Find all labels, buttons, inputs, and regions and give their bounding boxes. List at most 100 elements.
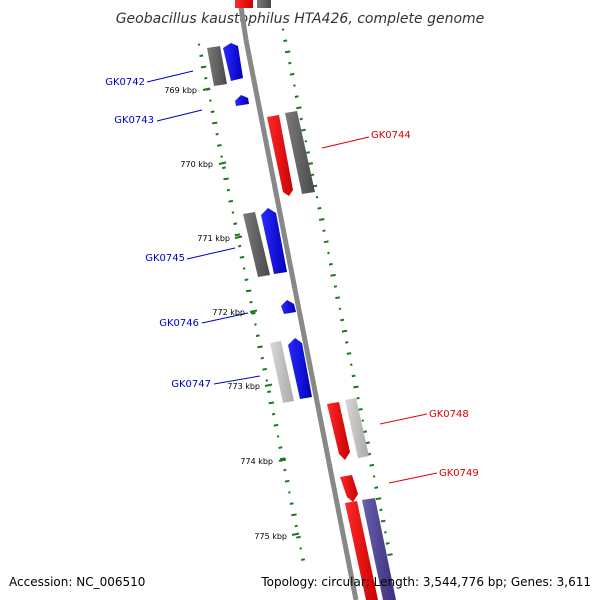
gene-arrow-GK0743[interactable] — [235, 95, 249, 106]
gc-inner-dot — [212, 121, 218, 125]
gc-inner-dot — [262, 367, 267, 371]
tick-label-772: 772 kbp — [212, 308, 245, 317]
tick-mark-1 — [218, 161, 227, 165]
tick-label-775: 775 kbp — [254, 532, 287, 541]
gene-label-GK0746[interactable]: GK0746 — [159, 318, 199, 329]
homolog-block-GK0747[interactable] — [270, 341, 294, 403]
gc-inner-dot — [231, 211, 235, 214]
tick-label-774: 774 kbp — [240, 457, 273, 466]
gc-outer-dot — [385, 542, 390, 545]
tick-label-770: 770 kbp — [180, 160, 213, 169]
gc-inner-dot — [299, 547, 303, 550]
homolog-block-GK0744[interactable] — [285, 111, 315, 194]
gc-outer-dot — [340, 318, 345, 322]
gc-outer-dot — [315, 195, 319, 199]
gc-outer-dot — [322, 229, 326, 233]
gc-inner-dot — [210, 110, 215, 114]
gc-inner-dot — [289, 502, 294, 505]
gc-inner-dot — [200, 65, 207, 69]
gc-outer-dot — [293, 84, 296, 87]
gene-bottom-red[interactable] — [345, 501, 378, 600]
gc-inner-dot — [273, 423, 279, 427]
tick-mark-5 — [278, 458, 287, 462]
homolog-block-GK0742[interactable] — [207, 46, 227, 86]
leader-GK0748 — [379, 413, 428, 425]
gene-label-GK0743[interactable]: GK0743 — [114, 115, 154, 126]
gc-inner-dot — [197, 43, 201, 46]
gc-outer-dot — [305, 151, 311, 154]
gene-label-GK0744[interactable]: GK0744 — [371, 130, 411, 141]
gc-inner-dot — [239, 255, 245, 259]
gene-label-GK0749[interactable]: GK0749 — [439, 468, 479, 479]
gc-inner-dot — [244, 278, 249, 282]
gc-outer-dot — [358, 408, 363, 411]
gc-outer-dot — [288, 61, 292, 65]
gc-inner-dot — [294, 524, 298, 528]
gc-inner-dot — [265, 379, 269, 382]
tick-mark-4 — [264, 383, 273, 387]
gene-arrow-GK0742[interactable] — [223, 43, 243, 81]
gc-outer-dot — [361, 419, 365, 422]
leader-GK0744 — [321, 136, 370, 149]
gene-arrow-GK0748[interactable] — [327, 402, 350, 460]
map-title: Geobacillus kaustophilus HTA426, complet… — [116, 11, 485, 27]
gc-inner-dot — [245, 289, 252, 293]
gc-outer-dot — [369, 463, 375, 467]
gc-outer-dot — [281, 28, 285, 31]
gene-partial-top-red[interactable] — [235, 0, 253, 8]
gc-outer-dot — [333, 285, 338, 288]
gc-outer-dot — [387, 553, 393, 556]
homolog-block-GK0745[interactable] — [243, 212, 270, 277]
scale-ticks — [202, 87, 300, 536]
gene-label-GK0747[interactable]: GK0747 — [171, 379, 211, 390]
gc-outer-dot — [380, 519, 386, 523]
gc-outer-dot — [310, 173, 315, 177]
gc-inner-dot — [204, 76, 208, 80]
gc-inner-dot — [215, 132, 219, 136]
gc-outer-dot — [284, 50, 291, 54]
gene-label-GK0748[interactable]: GK0748 — [429, 409, 469, 420]
gc-inner-dot — [271, 412, 276, 416]
tick-label-771: 771 kbp — [197, 234, 230, 243]
gene-arrow-GK0744[interactable] — [267, 115, 293, 196]
gene-arrow-GK0749[interactable] — [340, 475, 358, 502]
gene-partial-top-gray[interactable] — [257, 0, 271, 8]
gc-inner-dot — [288, 491, 291, 494]
gc-outer-dot — [328, 262, 333, 266]
gene-arrow-GK0745[interactable] — [261, 208, 287, 274]
tick-label-769: 769 kbp — [164, 86, 197, 95]
gene-label-GK0742[interactable]: GK0742 — [105, 77, 145, 88]
gc-outer-dot — [362, 430, 368, 434]
homolog-block-bottom[interactable] — [362, 498, 396, 600]
leader-GK0749 — [388, 472, 438, 484]
tick-mark-0 — [202, 87, 211, 91]
tick-mark-6 — [291, 532, 300, 536]
gc-outer-dot — [372, 475, 376, 478]
gc-inner-dot — [254, 323, 257, 326]
gc-inner-dot — [300, 558, 306, 561]
gene-arrow-GK0746[interactable] — [281, 300, 296, 314]
leader-GK0742 — [146, 70, 194, 83]
accession-text: Accession: NC_006510 — [9, 575, 145, 589]
gc-inner-dot — [257, 345, 263, 349]
gc-outer-dot — [335, 296, 340, 300]
gc-inner-dot — [220, 155, 223, 158]
tick-mark-3 — [249, 309, 258, 313]
gc-inner-dot — [255, 334, 260, 338]
gc-inner-dot — [279, 457, 286, 461]
gc-inner-dot — [242, 267, 246, 270]
gc-track-outer — [281, 28, 393, 556]
gc-outer-dot — [304, 139, 308, 143]
gc-inner-dot — [199, 54, 204, 58]
gc-outer-dot — [353, 385, 359, 389]
homolog-block-GK0748[interactable] — [345, 398, 369, 458]
gc-outer-dot — [375, 497, 382, 501]
gene-arrow-GK0747[interactable] — [288, 338, 312, 399]
gc-outer-dot — [346, 352, 352, 355]
gc-outer-dot — [351, 374, 356, 378]
gc-inner-dot — [238, 244, 242, 248]
gene-label-GK0745[interactable]: GK0745 — [145, 253, 185, 264]
gc-inner-dot — [260, 356, 264, 360]
gc-outer-dot — [379, 508, 383, 512]
leader-GK0746 — [201, 312, 249, 324]
